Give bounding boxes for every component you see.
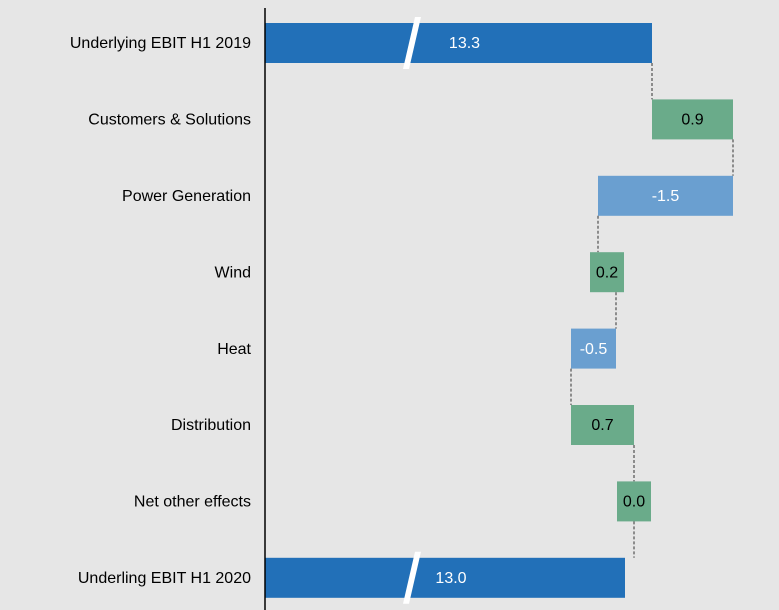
category-label: Underlying EBIT H1 2019 [70,35,251,52]
bar [617,481,651,522]
category-label: Underling EBIT H1 2020 [78,570,251,587]
bar [571,405,634,445]
bar [652,99,733,140]
value-label: 0.9 [681,112,703,129]
value-label: 13.3 [449,35,480,52]
category-label: Distribution [171,417,251,434]
axis-break [403,551,421,604]
category-label: Heat [217,341,251,358]
bar [590,252,624,293]
category-label: Net other effects [134,494,251,511]
value-label: 13.0 [435,570,466,587]
axis-break [403,17,421,69]
value-label: 0.0 [623,494,645,511]
value-label: 0.2 [596,264,618,281]
value-label: 0.7 [591,417,613,434]
bar [265,23,652,63]
bar [265,557,625,598]
category-label: Wind [215,264,251,281]
bar [571,328,616,369]
category-label: Customers & Solutions [88,112,251,129]
value-label: -1.5 [652,188,680,205]
bar [598,175,733,216]
category-label: Power Generation [122,188,251,205]
value-label: -0.5 [580,341,608,358]
